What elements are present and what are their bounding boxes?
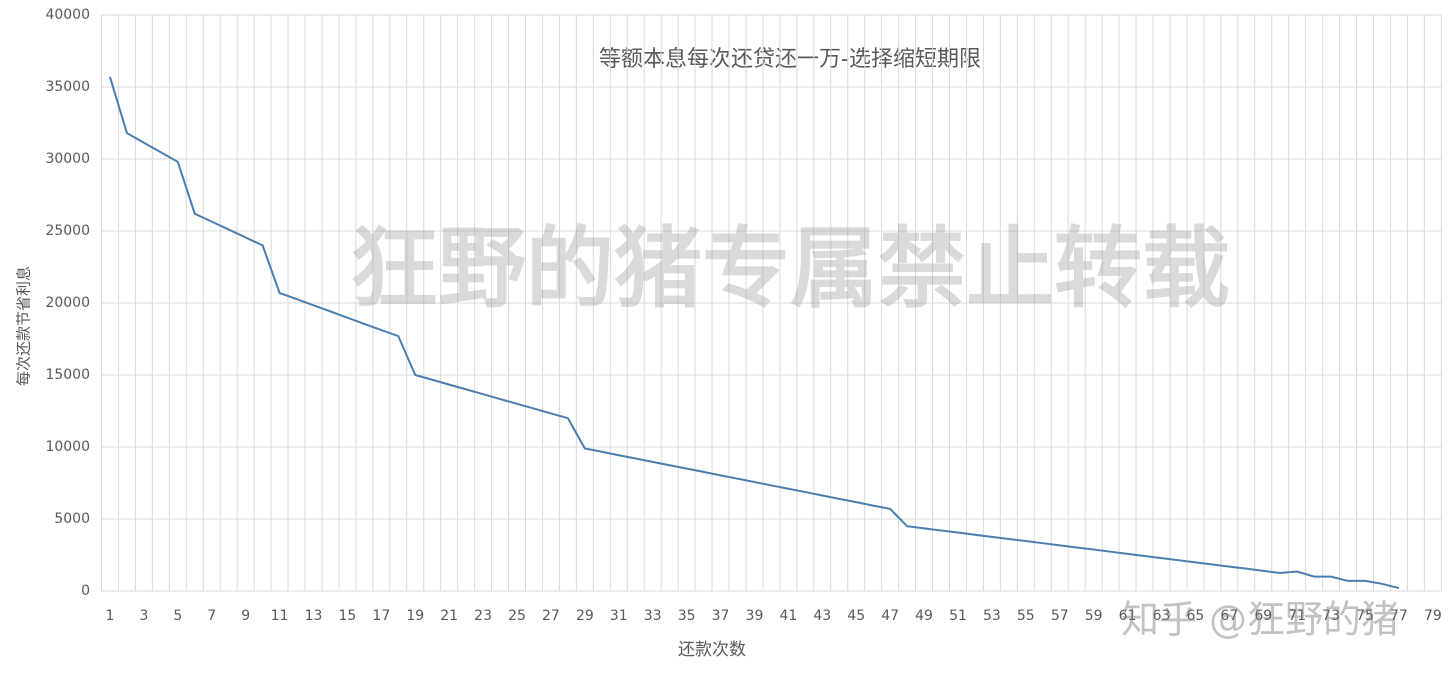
x-tick-label: 73 [1322,608,1340,624]
y-tick-label: 35000 [45,79,90,95]
y-tick-label: 20000 [45,295,90,311]
x-tick-label: 19 [406,608,424,624]
x-tick-label: 49 [915,608,933,624]
x-tick-label: 47 [881,608,899,624]
y-tick-label: 15000 [45,367,90,383]
x-tick-label: 37 [712,608,730,624]
x-tick-label: 51 [949,608,967,624]
y-tick-label: 0 [81,583,90,599]
x-tick-label: 31 [610,608,628,624]
x-tick-label: 29 [576,608,594,624]
x-tick-label: 41 [779,608,797,624]
x-tick-label: 63 [1153,608,1171,624]
y-axis-label: 每次还款节省利息 [15,266,33,386]
x-tick-label: 55 [1017,608,1035,624]
x-tick-label: 35 [678,608,696,624]
y-tick-label: 40000 [45,7,90,23]
data-line [109,76,1400,590]
x-axis-label: 还款次数 [678,640,746,660]
x-tick-label: 3 [139,608,148,624]
x-tick-label: 71 [1288,608,1306,624]
x-tick-label: 9 [241,608,250,624]
watermark: 狂野的猪专属禁止转载 [350,217,1230,320]
chart-title: 等额本息每次还贷还一万-选择缩短期限 [599,47,981,72]
x-tick-label: 5 [173,608,182,624]
x-tick-label: 61 [1119,608,1137,624]
watermark: 知乎 @狂野的猪 [1121,598,1399,642]
x-tick-label: 15 [339,608,357,624]
x-tick-label: 53 [983,608,1001,624]
x-tick-label: 23 [474,608,492,624]
y-tick-label: 25000 [45,223,90,239]
x-tick-label: 1 [106,608,115,624]
x-tick-label: 33 [644,608,662,624]
x-tick-label: 27 [542,608,560,624]
x-tick-label: 69 [1254,608,1272,624]
y-tick-label: 30000 [45,151,90,167]
x-tick-label: 45 [847,608,865,624]
x-tick-label: 13 [305,608,323,624]
x-tick-label: 7 [207,608,216,624]
x-tick-label: 59 [1085,608,1103,624]
x-tick-label: 75 [1356,608,1374,624]
x-tick-label: 39 [746,608,764,624]
x-tick-label: 67 [1220,608,1238,624]
x-tick-label: 25 [508,608,526,624]
x-tick-label: 17 [372,608,390,624]
x-tick-label: 65 [1187,608,1205,624]
x-tick-label: 57 [1051,608,1069,624]
x-tick-label: 77 [1390,608,1408,624]
x-tick-label: 21 [440,608,458,624]
x-tick-label: 11 [271,608,289,624]
y-tick-label: 5000 [54,511,90,527]
y-tick-label: 10000 [45,439,90,455]
x-tick-label: 79 [1424,608,1442,624]
x-tick-label: 43 [813,608,831,624]
